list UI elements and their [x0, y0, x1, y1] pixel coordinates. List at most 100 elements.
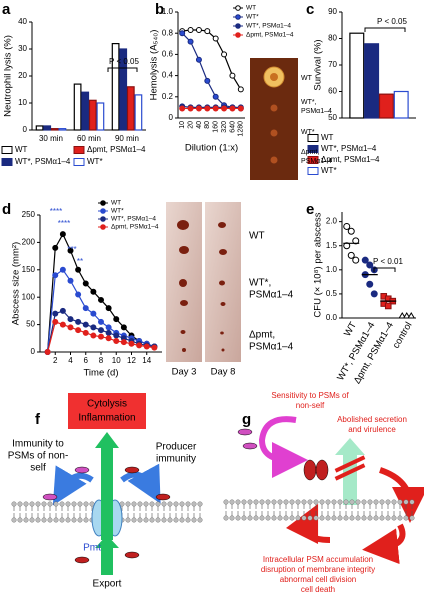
significance-bracket: [373, 267, 396, 272]
legend-marker: [100, 200, 106, 206]
legend-swatch: [1, 146, 13, 154]
point: [75, 291, 82, 298]
lipid-head: [307, 499, 313, 505]
x-tick-label: 4: [68, 356, 73, 365]
significance-bracket: [364, 27, 406, 32]
point: [195, 27, 202, 34]
point: [195, 56, 202, 63]
lipid-head: [167, 501, 173, 507]
lipid-head: [59, 501, 65, 507]
image-label: WT: [249, 231, 265, 242]
lipid-head: [259, 515, 265, 521]
y-tick-label: 1.0: [162, 7, 174, 16]
lipid-head: [373, 515, 379, 521]
label: Intracellular PSM accumulation: [263, 555, 373, 564]
lipid-head: [149, 517, 155, 523]
arrow: [95, 535, 119, 575]
point: [98, 296, 104, 303]
legend-label: Δpmt, PSMα1–4: [321, 155, 380, 164]
label: and virulence: [348, 425, 396, 434]
legend-label: WT*: [321, 166, 337, 175]
lipid-head: [391, 515, 397, 521]
point: [221, 105, 228, 112]
legend-marker: [235, 5, 241, 11]
x-tick-label: 60 min: [77, 134, 101, 143]
bar: [393, 90, 409, 119]
legend-swatch: [1, 158, 13, 166]
psm: [124, 466, 140, 474]
lipid-head: [337, 515, 343, 521]
point: [212, 35, 219, 42]
point: [59, 321, 66, 328]
lipid-head: [53, 517, 59, 523]
lipid-head: [355, 515, 361, 521]
lipid-head: [149, 501, 155, 507]
bar: [88, 99, 97, 131]
lipid-head: [331, 499, 337, 505]
lipid-head: [59, 517, 65, 523]
x-tick-label: WT: [342, 320, 359, 338]
point: [75, 327, 82, 334]
bar: [35, 125, 44, 131]
point: [204, 105, 211, 112]
y-tick-label: 50: [328, 113, 337, 122]
panel-letter: c: [306, 1, 314, 18]
y-tick-label: 200: [22, 238, 36, 247]
lipid-head: [271, 515, 277, 521]
point: [347, 251, 355, 259]
x-tick-label: 12: [127, 356, 136, 365]
bar: [119, 48, 128, 131]
legend-label: WT*, PSMα1–4: [15, 157, 71, 166]
point: [343, 222, 351, 230]
lipid-head: [277, 515, 283, 521]
point: [370, 290, 378, 298]
lipid-head: [191, 501, 197, 507]
point: [90, 310, 97, 317]
point: [98, 327, 104, 334]
bar: [364, 43, 380, 119]
point: [67, 324, 74, 331]
legend-swatch: [307, 145, 319, 153]
lipid-head: [137, 501, 143, 507]
label: Sensitivity to PSMs of: [271, 391, 349, 400]
label: Producer: [156, 442, 197, 453]
point: [120, 324, 127, 331]
lipid-head: [247, 499, 253, 505]
lipid-head: [349, 499, 355, 505]
lipid-head: [361, 515, 367, 521]
point: [143, 343, 150, 350]
lipid-head: [319, 499, 325, 505]
point: [407, 312, 416, 319]
annotation: ****: [50, 207, 62, 216]
x-axis-label: Time (d): [83, 368, 118, 379]
point: [59, 307, 66, 314]
point: [361, 256, 369, 264]
lipid-head: [229, 515, 235, 521]
lipid-head: [409, 499, 415, 505]
bar: [349, 32, 365, 119]
lipid-head: [197, 517, 203, 523]
lipid-head: [137, 517, 143, 523]
lipid-head: [197, 501, 203, 507]
lipid-head: [223, 515, 229, 521]
abscess-spots: [177, 220, 227, 352]
y-axis-label: CFU (× 10⁸) per abscess: [313, 212, 324, 317]
y-tick-label: 0.0: [326, 313, 338, 322]
image-label: PSMα1–4: [301, 158, 332, 165]
lipid-head: [385, 515, 391, 521]
point: [136, 342, 143, 349]
x-tick-label: 30 min: [39, 134, 63, 143]
legend-label: WT*: [87, 157, 103, 166]
point: [67, 316, 74, 323]
psm: [42, 493, 58, 501]
lipid-head: [295, 499, 301, 505]
point: [82, 329, 89, 336]
y-tick-label: 0.5: [326, 289, 338, 298]
point: [113, 332, 120, 339]
point: [90, 332, 97, 339]
y-tick-label: 250: [22, 210, 36, 219]
point: [67, 277, 74, 284]
x-tick-label: 1280: [238, 121, 245, 137]
lipid-head: [41, 501, 47, 507]
y-tick-label: 40: [18, 17, 27, 26]
